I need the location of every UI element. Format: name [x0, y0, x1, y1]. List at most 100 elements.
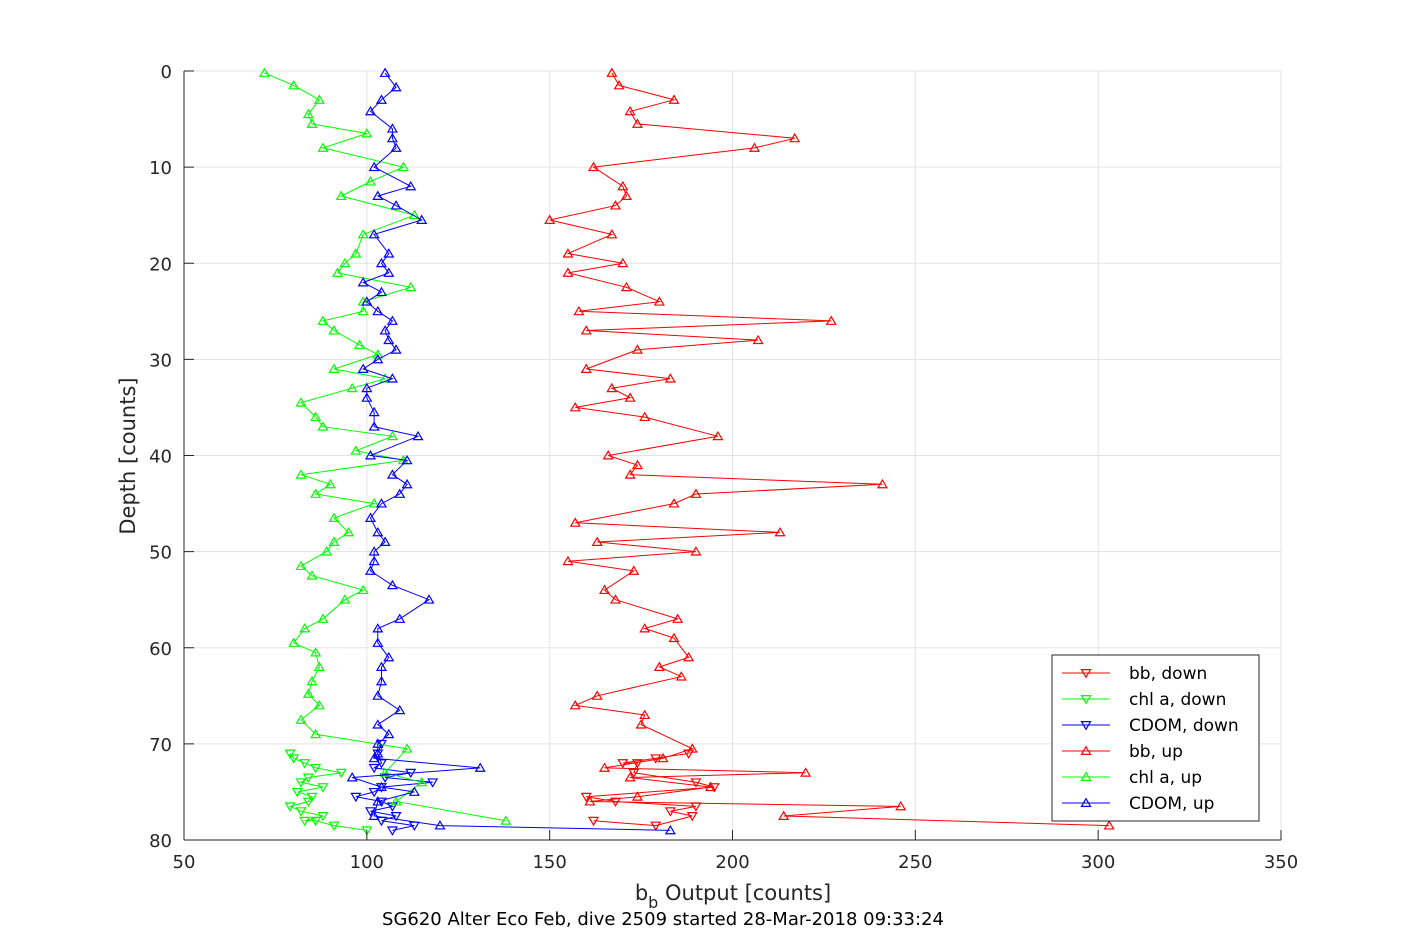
data-point-marker — [368, 555, 380, 566]
data-point-marker — [328, 325, 340, 335]
data-point-marker — [284, 749, 296, 759]
data-point-marker — [288, 754, 300, 764]
data-point-marker — [368, 810, 380, 820]
data-point-marker — [386, 315, 398, 325]
data-point-marker — [357, 277, 369, 287]
data-point-marker — [686, 811, 698, 822]
data-point-marker — [288, 79, 300, 90]
data-point-marker — [375, 661, 388, 671]
data-point-marker — [313, 94, 325, 104]
data-point-marker — [350, 792, 362, 803]
data-point-marker — [664, 373, 676, 383]
data-point-marker — [412, 430, 424, 441]
data-point-marker — [368, 498, 380, 508]
data-point-marker — [569, 401, 581, 412]
data-point-marker — [368, 161, 380, 172]
data-point-marker — [386, 373, 398, 383]
data-point-marker — [789, 132, 801, 143]
data-point-marker — [379, 67, 391, 77]
data-point-marker — [606, 228, 618, 239]
y-tick-label: 70 — [149, 735, 172, 756]
data-point-marker — [306, 675, 318, 686]
data-point-marker — [580, 792, 592, 803]
data-point-marker — [306, 118, 318, 128]
data-point-marker — [653, 661, 665, 671]
data-point-marker — [394, 488, 406, 498]
data-point-marker — [683, 651, 695, 662]
x-axis-title: bb Output [counts] — [635, 881, 831, 912]
footer-caption: SG620 Alter Eco Feb, dive 2509 started 2… — [382, 909, 944, 930]
data-point-marker — [383, 248, 395, 258]
data-point-marker — [357, 584, 369, 595]
legend-marker-sample — [1080, 721, 1092, 731]
data-point-marker — [375, 257, 388, 268]
data-point-marker — [317, 142, 329, 152]
data-point-marker — [372, 526, 384, 537]
data-point-marker — [602, 450, 614, 460]
data-point-marker — [639, 709, 651, 720]
data-point-marker — [639, 623, 651, 633]
y-tick-label: 20 — [149, 254, 172, 275]
data-point-marker — [372, 748, 384, 758]
data-point-marker — [317, 811, 329, 822]
series-layer — [258, 67, 1115, 836]
y-tick-label: 60 — [149, 639, 172, 660]
data-point-marker — [368, 752, 380, 763]
series-bb-up — [544, 67, 1115, 830]
data-point-marker — [364, 565, 377, 575]
data-point-marker — [657, 752, 669, 763]
series-line — [264, 72, 506, 822]
data-point-marker — [664, 807, 676, 817]
data-point-marker — [379, 536, 391, 546]
data-point-marker — [368, 546, 380, 556]
data-point-marker — [668, 498, 680, 508]
legend-entry-label: bb, up — [1129, 742, 1183, 762]
data-point-marker — [639, 411, 651, 422]
legend-box — [1051, 654, 1260, 822]
data-point-marker — [310, 411, 322, 422]
data-point-marker — [368, 421, 380, 431]
x-tick-label: 350 — [1264, 852, 1298, 873]
data-point-marker — [386, 469, 398, 479]
data-point-marker — [299, 623, 311, 633]
data-point-marker — [328, 512, 340, 522]
data-point-marker — [379, 767, 391, 777]
data-point-marker — [288, 637, 300, 647]
data-point-marker — [335, 768, 347, 779]
data-point-marker — [295, 469, 307, 479]
data-point-marker — [386, 123, 398, 133]
data-point-marker — [598, 584, 611, 595]
data-point-marker — [258, 67, 270, 77]
data-point-marker — [375, 797, 388, 808]
data-point-marker — [317, 315, 329, 325]
data-point-marker — [580, 363, 592, 373]
data-point-marker — [343, 526, 355, 537]
data-point-marker — [408, 786, 420, 796]
data-point-marker — [591, 536, 603, 546]
data-point-marker — [569, 517, 581, 527]
data-point-marker — [310, 763, 322, 774]
data-point-marker — [295, 397, 307, 407]
legend-marker-sample — [1080, 669, 1092, 679]
data-point-marker — [361, 826, 373, 836]
data-point-marker — [895, 800, 907, 811]
y-tick-label: 30 — [149, 350, 172, 371]
data-point-marker — [584, 796, 596, 806]
data-point-marker — [631, 118, 643, 128]
data-point-marker — [617, 180, 629, 191]
data-point-marker — [383, 267, 395, 277]
data-point-marker — [606, 67, 618, 77]
data-point-marker — [624, 772, 636, 782]
data-point-marker — [401, 743, 413, 753]
data-point-marker — [350, 445, 362, 455]
axes: 50 100 150 200 250 300 350 0 10 20 30 40 50 60 70 80 — [149, 62, 1298, 873]
data-point-marker — [390, 811, 402, 822]
data-point-marker — [628, 565, 640, 575]
data-point-marker — [372, 190, 384, 200]
data-point-marker — [675, 671, 687, 681]
data-point-marker — [386, 430, 398, 441]
data-point-marker — [353, 339, 366, 349]
data-point-marker — [386, 826, 398, 836]
data-point-marker — [346, 772, 358, 782]
